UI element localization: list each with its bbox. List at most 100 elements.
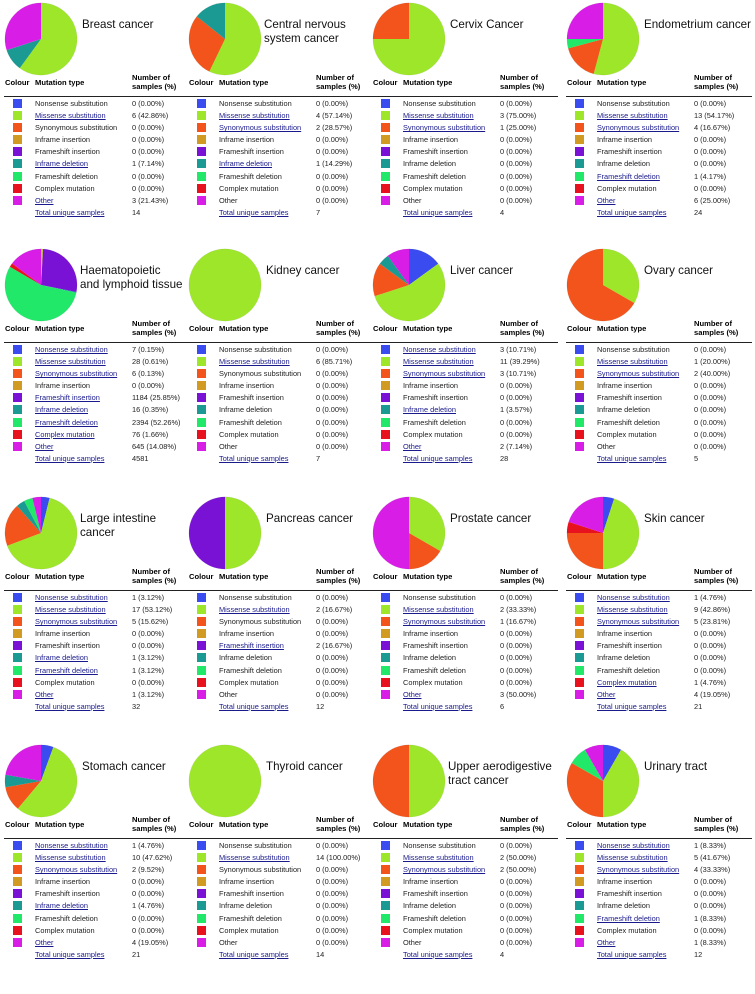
sample-count: 0 (0.00%) <box>132 147 165 157</box>
inframe-insertion-label: Inframe insertion <box>403 381 459 391</box>
header-number-line2: samples (%) <box>316 81 361 91</box>
inframe-deletion-link[interactable]: Inframe deletion <box>219 159 272 169</box>
missense-substitution-link[interactable]: Missense substitution <box>219 853 290 863</box>
synonymous-substitution-link[interactable]: Synonymous substitution <box>597 369 680 379</box>
complex-mutation-link[interactable]: Complex mutation <box>35 429 95 439</box>
total-unique-samples-link[interactable]: Total unique samples <box>219 701 289 711</box>
total-unique-samples-link[interactable]: Total unique samples <box>35 453 105 463</box>
total-unique-samples-link[interactable]: Total unique samples <box>219 207 289 217</box>
missense-substitution-link[interactable]: Missense substitution <box>35 853 106 863</box>
other-link[interactable]: Other <box>35 937 54 947</box>
other-link[interactable]: Other <box>403 441 422 451</box>
complex-mutation-link[interactable]: Complex mutation <box>597 677 657 687</box>
table-header: Colour Mutation type Number of samples (%) <box>372 567 558 591</box>
total-unique-samples-link[interactable]: Total unique samples <box>35 207 105 217</box>
nonsense-substitution-link[interactable]: Nonsense substitution <box>35 841 108 850</box>
synonymous-substitution-link[interactable]: Synonymous substitution <box>403 865 486 875</box>
frameshift-deletion-link[interactable]: Frameshift deletion <box>597 171 660 181</box>
missense-substitution-link[interactable]: Missense substitution <box>597 853 668 863</box>
missense-substitution-link[interactable]: Missense substitution <box>35 357 106 367</box>
complex-mutation-label: Complex mutation <box>403 183 463 193</box>
chart-title: Skin cancer <box>644 512 705 525</box>
inframe-deletion-link[interactable]: Inframe deletion <box>35 901 88 911</box>
complex-mutation-label: Complex mutation <box>597 925 657 935</box>
total-unique-samples-link[interactable]: Total unique samples <box>597 207 667 217</box>
nonsense-substitution-link[interactable]: Nonsense substitution <box>403 345 476 354</box>
synonymous-substitution-link[interactable]: Synonymous substitution <box>219 123 302 133</box>
total-row: Total unique samples 7 <box>188 453 374 464</box>
total-unique-samples-link[interactable]: Total unique samples <box>403 701 473 711</box>
table-row: Other 3 (21.43%) <box>4 195 190 207</box>
synonymous-substitution-link[interactable]: Synonymous substitution <box>597 865 680 875</box>
missense-substitution-link[interactable]: Missense substitution <box>219 605 290 615</box>
missense-substitution-link[interactable]: Missense substitution <box>403 357 474 367</box>
missense-substitution-link[interactable]: Missense substitution <box>403 853 474 863</box>
table-row: Nonsense substitution 0 (0.00%) <box>188 98 374 110</box>
other-link[interactable]: Other <box>35 441 54 451</box>
other-link[interactable]: Other <box>35 689 54 699</box>
other-link[interactable]: Other <box>35 195 54 205</box>
total-unique-samples-link[interactable]: Total unique samples <box>403 207 473 217</box>
missense-substitution-link[interactable]: Missense substitution <box>597 605 668 615</box>
frameshift-deletion-link[interactable]: Frameshift deletion <box>35 665 98 675</box>
other-link[interactable]: Other <box>403 689 422 699</box>
total-unique-samples-link[interactable]: Total unique samples <box>597 701 667 711</box>
synonymous-substitution-link[interactable]: Synonymous substitution <box>403 617 486 627</box>
synonymous-substitution-link[interactable]: Synonymous substitution <box>597 617 680 627</box>
other-link[interactable]: Other <box>597 689 616 699</box>
missense-substitution-link[interactable]: Missense substitution <box>403 111 474 121</box>
missense-substitution-link[interactable]: Missense substitution <box>35 605 106 615</box>
total-unique-samples-link[interactable]: Total unique samples <box>35 701 105 711</box>
other-link[interactable]: Other <box>597 195 616 205</box>
missense-substitution-link[interactable]: Missense substitution <box>403 605 474 615</box>
inframe-deletion-link[interactable]: Inframe deletion <box>35 405 88 415</box>
sample-count: 0 (0.00%) <box>694 99 727 108</box>
frameshift-insertion-label: Frameshift insertion <box>597 889 662 899</box>
missense-substitution-link[interactable]: Missense substitution <box>597 357 668 367</box>
synonymous-substitution-link[interactable]: Synonymous substitution <box>597 123 680 133</box>
sample-count: 0 (0.00%) <box>316 135 349 145</box>
missense-substitution-link[interactable]: Missense substitution <box>35 111 106 121</box>
total-unique-samples-link[interactable]: Total unique samples <box>219 453 289 463</box>
sample-count: 0 (0.00%) <box>500 171 533 181</box>
sample-count: 0 (0.00%) <box>500 677 533 687</box>
missense-substitution-link[interactable]: Missense substitution <box>597 111 668 121</box>
table-row: Complex mutation 0 (0.00%) <box>372 183 558 195</box>
chart-panel: Skin cancer Colour Mutation type Number of s… <box>566 494 752 734</box>
sample-count: 1 (3.12%) <box>132 665 165 675</box>
synonymous-substitution-link[interactable]: Synonymous substitution <box>403 123 486 133</box>
table-row: Inframe insertion 0 (0.00%) <box>566 380 752 392</box>
inframe-deletion-link[interactable]: Inframe deletion <box>35 159 88 169</box>
missense-substitution-link[interactable]: Missense substitution <box>219 357 290 367</box>
table-row: Inframe deletion 0 (0.00%) <box>188 652 374 664</box>
other-swatch <box>575 937 584 947</box>
table-row: Frameshift deletion 0 (0.00%) <box>188 417 374 429</box>
total-count: 6 <box>500 701 505 711</box>
total-unique-samples-link[interactable]: Total unique samples <box>597 949 667 959</box>
complex-mutation-label: Complex mutation <box>403 429 463 439</box>
inframe-deletion-link[interactable]: Inframe deletion <box>35 653 88 663</box>
other-link[interactable]: Other <box>597 937 616 947</box>
missense-substitution-link[interactable]: Missense substitution <box>219 111 290 121</box>
frameshift-insertion-link[interactable]: Frameshift insertion <box>219 641 284 651</box>
frameshift-deletion-link[interactable]: Frameshift deletion <box>35 417 98 427</box>
nonsense-substitution-link[interactable]: Nonsense substitution <box>597 841 670 850</box>
total-unique-samples-link[interactable]: Total unique samples <box>403 453 473 463</box>
synonymous-substitution-link[interactable]: Synonymous substitution <box>35 617 118 627</box>
synonymous-substitution-link[interactable]: Synonymous substitution <box>35 369 118 379</box>
table-row: Frameshift insertion 0 (0.00%) <box>566 392 752 404</box>
synonymous-substitution-link[interactable]: Synonymous substitution <box>403 369 486 379</box>
nonsense-substitution-link[interactable]: Nonsense substitution <box>597 593 670 602</box>
total-unique-samples-link[interactable]: Total unique samples <box>597 453 667 463</box>
total-unique-samples-link[interactable]: Total unique samples <box>35 949 105 959</box>
total-unique-samples-link[interactable]: Total unique samples <box>219 949 289 959</box>
inframe-deletion-link[interactable]: Inframe deletion <box>403 405 456 415</box>
pie-chart <box>566 2 640 76</box>
nonsense-substitution-link[interactable]: Nonsense substitution <box>35 593 108 602</box>
frameshift-insertion-link[interactable]: Frameshift insertion <box>35 393 100 403</box>
nonsense-substitution-link[interactable]: Nonsense substitution <box>35 345 108 354</box>
total-unique-samples-link[interactable]: Total unique samples <box>403 949 473 959</box>
frameshift-deletion-link[interactable]: Frameshift deletion <box>597 913 660 923</box>
synonymous-substitution-link[interactable]: Synonymous substitution <box>35 865 118 875</box>
complex-mutation-swatch <box>197 429 206 439</box>
